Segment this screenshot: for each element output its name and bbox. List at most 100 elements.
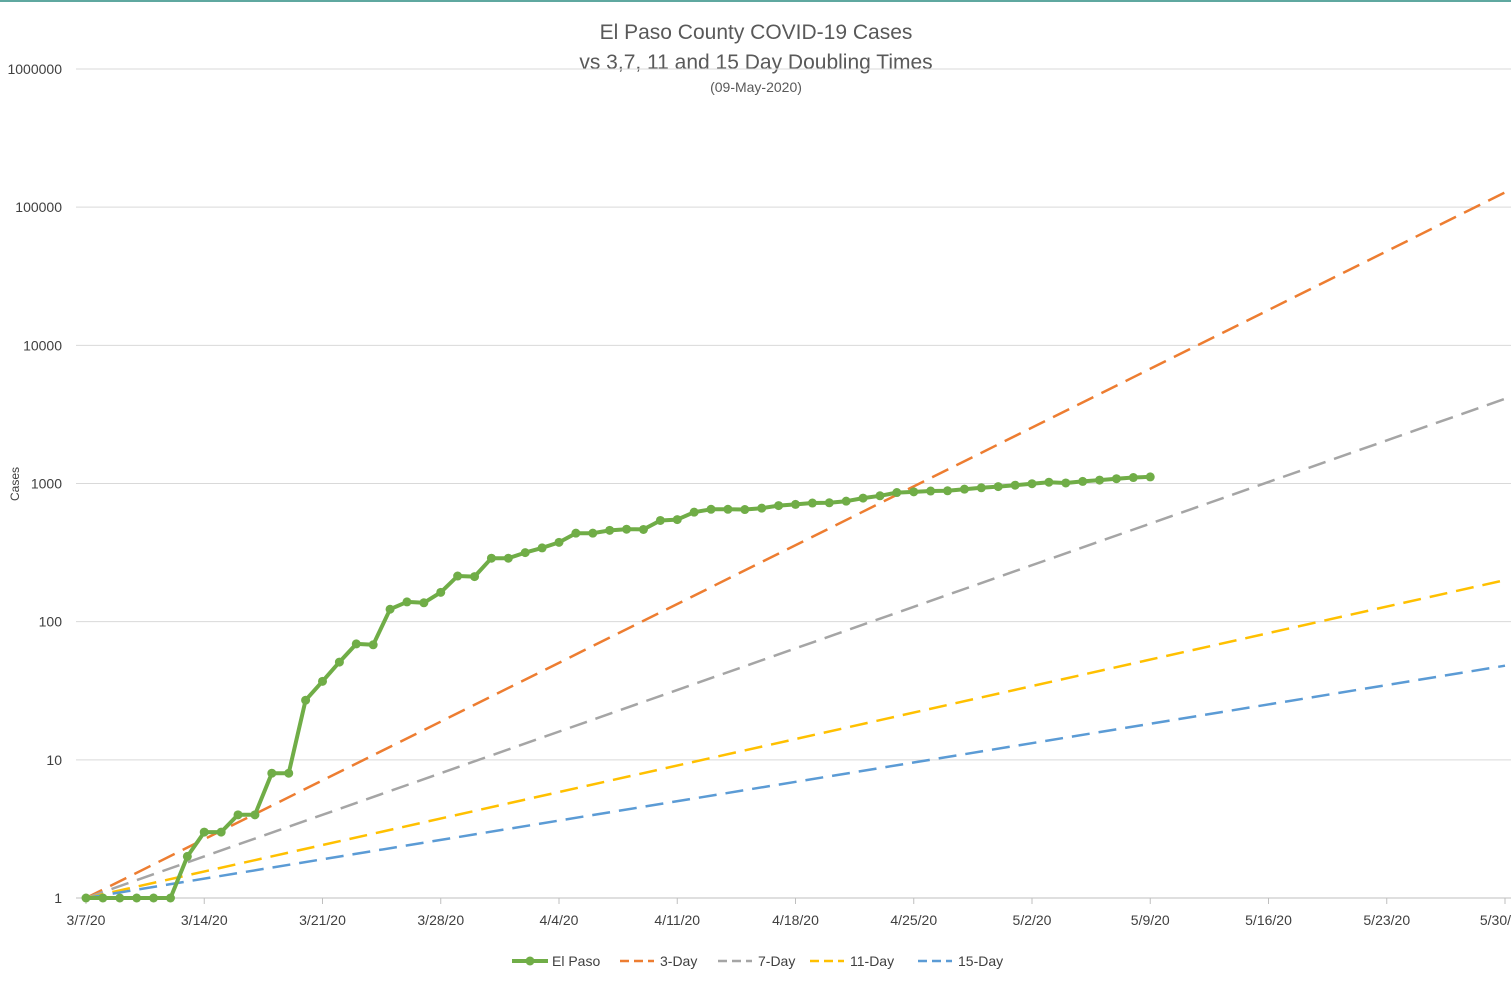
data-point-el-paso	[98, 893, 108, 903]
y-axis-label: Cases	[8, 467, 22, 501]
data-point-el-paso	[1061, 478, 1071, 488]
series-line-11-day	[85, 578, 1506, 900]
data-point-el-paso	[419, 598, 429, 608]
data-point-el-paso	[774, 501, 784, 511]
data-point-el-paso	[892, 488, 902, 498]
data-point-el-paso	[791, 499, 800, 509]
data-point-el-paso	[284, 768, 294, 778]
series-15-day	[85, 664, 1506, 900]
data-point-el-paso	[757, 503, 767, 513]
legend-marker-el-paso	[525, 956, 535, 966]
x-tick-label: 4/4/20	[540, 912, 579, 928]
data-point-el-paso	[233, 810, 243, 820]
data-point-el-paso	[334, 657, 344, 667]
data-point-el-paso	[1078, 476, 1088, 486]
y-tick-label: 1000000	[7, 61, 62, 77]
x-tick-label: 4/11/20	[654, 912, 700, 928]
data-point-el-paso	[115, 893, 125, 903]
data-point-el-paso	[199, 827, 209, 837]
data-point-el-paso	[149, 893, 159, 903]
data-point-el-paso	[1010, 480, 1020, 490]
data-point-el-paso	[655, 515, 665, 525]
data-point-el-paso	[1145, 472, 1155, 482]
y-tick-label: 10000	[23, 337, 62, 353]
data-point-el-paso	[959, 484, 969, 494]
data-point-el-paso	[1027, 479, 1037, 489]
data-point-el-paso	[807, 498, 817, 508]
y-tick-label: 1	[54, 890, 62, 906]
data-point-el-paso	[689, 507, 699, 517]
data-point-el-paso	[385, 604, 395, 614]
data-point-el-paso	[926, 486, 936, 496]
data-point-el-paso	[858, 493, 868, 503]
y-tick-label: 100	[39, 614, 63, 630]
data-point-el-paso	[1111, 474, 1121, 484]
y-tick-label: 10	[46, 752, 62, 768]
legend: El Paso 3-Day 7-Day 11-Day 15-Day	[512, 953, 1003, 969]
data-point-el-paso	[520, 548, 530, 558]
data-point-el-paso	[824, 498, 834, 508]
data-point-el-paso	[368, 640, 378, 650]
data-point-el-paso	[182, 851, 192, 861]
gridlines	[76, 68, 1511, 899]
series-3-day	[85, 191, 1506, 900]
data-point-el-paso	[216, 827, 226, 837]
y-tick-label: 1000	[31, 476, 62, 492]
legend-label-11-day: 11-Day	[850, 953, 894, 969]
legend-label-3-day: 3-Day	[660, 953, 697, 969]
legend-item-7-day: 7-Day	[718, 953, 795, 969]
legend-item-3-day: 3-Day	[620, 953, 697, 969]
x-tick-label: 4/18/20	[772, 912, 819, 928]
data-point-el-paso	[841, 496, 851, 506]
data-point-el-paso	[351, 639, 361, 649]
x-tick-label: 5/2/20	[1013, 912, 1052, 928]
x-tick-label: 5/16/20	[1245, 912, 1292, 928]
data-point-el-paso	[554, 537, 564, 547]
data-point-el-paso	[875, 491, 885, 501]
legend-item-el-paso: El Paso	[512, 953, 600, 969]
data-point-el-paso	[537, 543, 547, 553]
data-point-el-paso	[993, 482, 1003, 492]
data-point-el-paso	[1128, 473, 1138, 483]
data-point-el-paso	[723, 504, 733, 514]
legend-item-11-day: 11-Day	[810, 953, 894, 969]
series-line-7-day	[85, 397, 1506, 900]
x-tick-label: 5/30/	[1480, 912, 1511, 928]
x-tick-label: 3/14/20	[181, 912, 228, 928]
y-axis-ticks: 1 10 100 1000 10000 100000 1000000	[7, 61, 62, 906]
x-tick-label: 5/9/20	[1131, 912, 1170, 928]
data-point-el-paso	[318, 676, 327, 686]
x-tick-label: 3/28/20	[417, 912, 464, 928]
data-point-el-paso	[81, 893, 91, 903]
data-point-el-paso	[706, 504, 716, 514]
data-point-el-paso	[503, 553, 513, 563]
y-tick-label: 100000	[15, 199, 62, 215]
data-point-el-paso	[470, 572, 480, 582]
data-point-el-paso	[672, 515, 682, 525]
data-point-el-paso	[436, 587, 446, 597]
data-point-el-paso	[622, 524, 632, 534]
data-point-el-paso	[486, 553, 496, 563]
data-point-el-paso	[740, 505, 750, 515]
data-point-el-paso	[165, 893, 175, 903]
series-11-day	[85, 578, 1506, 900]
x-tick-label: 3/21/20	[299, 912, 346, 928]
series-line-el-paso	[86, 474, 1151, 900]
x-tick-label: 4/25/20	[890, 912, 937, 928]
data-point-el-paso	[638, 524, 648, 534]
series-7-day	[85, 397, 1506, 900]
legend-label-15-day: 15-Day	[958, 953, 1003, 969]
series-lines	[81, 191, 1506, 903]
data-point-el-paso	[588, 528, 598, 538]
chart-title: El Paso County COVID-19 Cases	[600, 21, 913, 44]
data-point-el-paso	[267, 768, 277, 778]
series-line-15-day	[85, 664, 1506, 900]
chart-title-line2: vs 3,7, 11 and 15 Day Doubling Times	[579, 51, 932, 74]
data-point-el-paso	[976, 483, 986, 493]
x-axis-ticks: 3/7/20 3/14/20 3/21/20 3/28/20 4/4/20 4/11/20…	[67, 898, 1511, 928]
legend-item-15-day: 15-Day	[918, 953, 1003, 969]
data-point-el-paso	[453, 571, 463, 581]
data-point-el-paso	[1095, 475, 1105, 485]
data-point-el-paso	[1044, 477, 1054, 487]
